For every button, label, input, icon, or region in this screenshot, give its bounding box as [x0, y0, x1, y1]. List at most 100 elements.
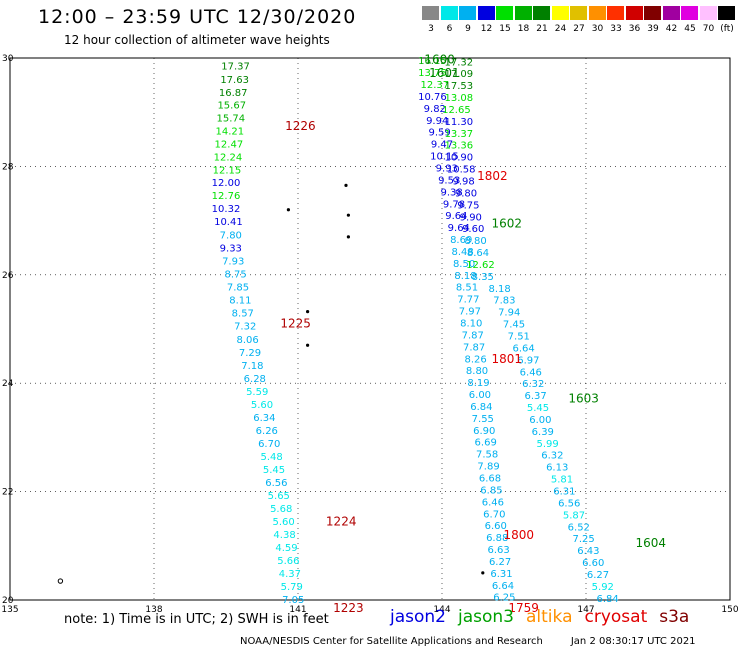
wave-height-value: 8.57	[232, 309, 254, 320]
wave-height-value: 7.05	[282, 595, 304, 606]
wave-height-value: 13.08	[444, 93, 473, 104]
wave-height-value: 5.99	[536, 439, 558, 450]
scale-label: 39	[647, 24, 659, 34]
map-subtitle: 12 hour collection of altimeter wave hei…	[64, 33, 330, 47]
wave-height-value: 8.75	[224, 270, 246, 281]
scale-swatch	[459, 6, 476, 20]
wave-height-value: 7.29	[239, 348, 261, 359]
scale-swatch	[496, 6, 513, 20]
wave-height-value: 7.80	[220, 231, 242, 242]
wave-height-value: 17.63	[220, 75, 249, 86]
wave-height-value: 5.68	[270, 504, 292, 515]
scale-label: 24	[554, 24, 567, 34]
scale-swatch	[588, 6, 606, 20]
wave-height-value: 8.26	[464, 354, 486, 365]
wave-height-value: 6.31	[553, 487, 575, 498]
wave-height-value: 6.60	[485, 521, 507, 532]
wave-height-value: 6.64	[512, 343, 534, 354]
wave-height-value: 9.75	[457, 200, 479, 211]
footnote: note: 1) Time is in UTC; 2) SWH is in fe…	[64, 612, 329, 627]
scale-swatch	[607, 6, 624, 20]
wave-height-value: 9.33	[220, 244, 242, 255]
island	[306, 310, 310, 314]
wave-height-value: 4.38	[273, 530, 295, 541]
wave-height-value: 13.37	[444, 129, 473, 140]
wave-height-value: 4.59	[275, 543, 297, 554]
legend-jason2: jason2	[390, 607, 446, 627]
wave-height-value: 7.85	[227, 283, 249, 294]
scale-label: 27	[573, 24, 585, 34]
wave-height-value: 10.58	[447, 165, 476, 176]
scale-label: 6	[446, 24, 453, 34]
wave-height-value: 10.15	[430, 152, 459, 163]
wave-height-value: 10.32	[212, 204, 241, 215]
wave-height-value: 16.15	[418, 56, 447, 67]
wave-height-value: 6.84	[596, 594, 618, 605]
wave-height-value: 17.09	[444, 69, 473, 80]
timestamp: Jan 2 08:30:17 UTC 2021	[570, 636, 696, 647]
wave-height-value: 6.85	[480, 485, 502, 496]
x-tick-label: 141	[289, 605, 306, 615]
wave-height-value: 6.56	[265, 478, 287, 489]
scale-label: 12	[480, 24, 493, 34]
wave-height-value: 9.64	[445, 211, 467, 222]
wave-height-value: 6.34	[253, 413, 275, 424]
wave-height-value: 12.65	[442, 105, 471, 116]
wave-height-value: 7.94	[498, 308, 520, 319]
x-tick-label: 135	[1, 605, 18, 615]
wave-height-value: 5.45	[263, 465, 285, 476]
wave-height-value: 6.26	[256, 426, 278, 437]
pass-time-label: 1603	[568, 391, 599, 405]
wave-height-value: 7.87	[463, 342, 485, 353]
wave-height-value: 7.58	[476, 450, 498, 461]
scale-swatch	[718, 6, 735, 20]
wave-height-value: 7.51	[508, 332, 530, 343]
pass-time-label: 1601	[429, 66, 460, 80]
wave-height-value: 6.63	[488, 545, 510, 556]
wave-height-value: 5.79	[281, 582, 303, 593]
wave-height-value: 6.39	[532, 427, 554, 438]
scale-swatch	[551, 6, 569, 20]
wave-height-value: 6.32	[522, 379, 544, 390]
pass-time-label: 1226	[285, 119, 316, 133]
wave-height-value: 7.83	[493, 296, 515, 307]
wave-height-value: 7.93	[222, 257, 244, 268]
wave-height-value: 12.24	[214, 153, 243, 164]
scale-swatch	[440, 6, 458, 20]
wave-height-value: 8.18	[454, 271, 476, 282]
scale-label: 33	[610, 24, 622, 34]
wave-height-value: 7.32	[234, 322, 256, 333]
scale-swatch	[681, 6, 698, 20]
plot-frame	[9, 57, 731, 601]
wave-height-value: 5.81	[551, 475, 573, 486]
wave-height-value: 6.70	[483, 509, 505, 520]
wave-height-value: 5.87	[563, 510, 585, 521]
wave-height-value: 7.89	[477, 462, 499, 473]
wave-height-value: 9.82	[424, 104, 446, 115]
scale-swatch	[422, 6, 439, 20]
wave-height-value: 9.80	[455, 188, 477, 199]
wave-height-value: 12.15	[213, 166, 242, 177]
wave-height-value: 10.41	[214, 217, 243, 228]
wave-height-value: 7.87	[462, 330, 484, 341]
wave-height-value: 9.98	[452, 176, 474, 187]
scale-label: 15	[499, 24, 511, 34]
scale-label: 30	[591, 24, 604, 34]
scale-swatch	[533, 6, 550, 20]
wave-height-value: 8.11	[229, 296, 251, 307]
x-tick-label: 147	[577, 605, 594, 615]
wave-height-value: 6.00	[469, 390, 491, 401]
wave-height-value: 7.77	[457, 295, 479, 306]
wave-height-value: 17.53	[444, 81, 473, 92]
wave-height-value: 6.56	[558, 498, 580, 509]
y-tick-label: 24	[2, 379, 14, 389]
legend-s3a: s3a	[659, 607, 690, 627]
y-tick-label: 26	[2, 271, 14, 281]
wave-height-value: 7.25	[572, 534, 594, 545]
wave-height-value: 7.45	[503, 320, 525, 331]
wave-height-value: 12.62	[466, 260, 495, 271]
wave-height-value: 7.55	[472, 414, 494, 425]
wave-height-value: 8.51	[456, 283, 478, 294]
wave-height-value: 6.28	[244, 374, 266, 385]
